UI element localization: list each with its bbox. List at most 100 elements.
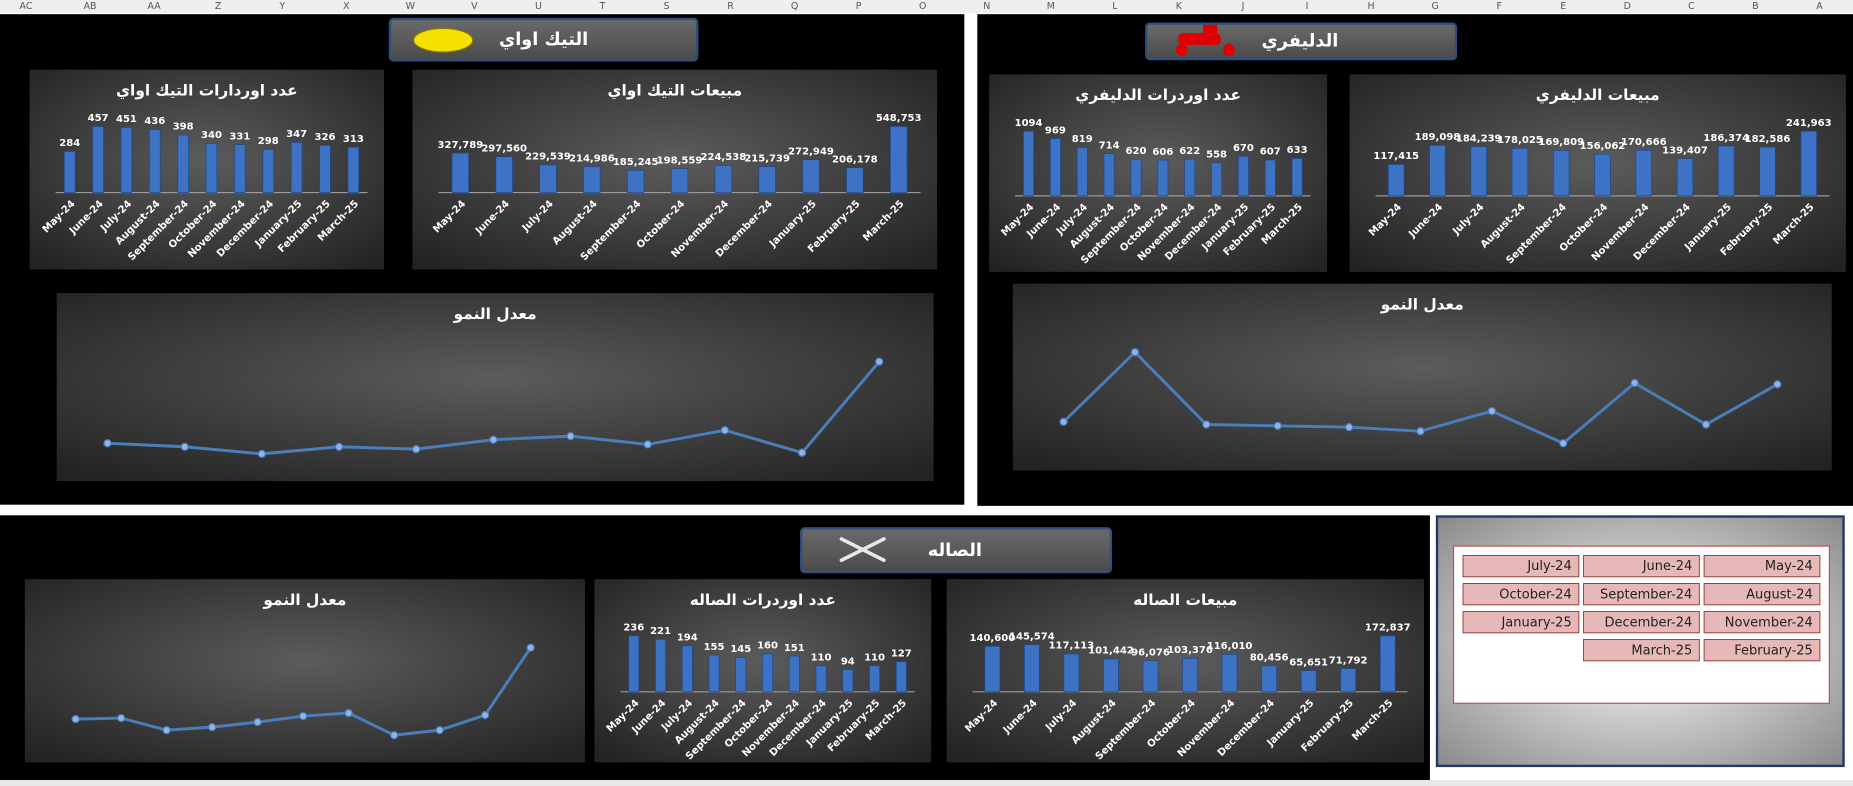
data-label: 670 — [1233, 143, 1254, 154]
bar — [889, 126, 908, 193]
data-label: 185,245 — [613, 157, 659, 168]
column-header: P — [856, 1, 862, 12]
data-label: 206,178 — [832, 154, 878, 165]
slicer-item[interactable] — [1462, 611, 1580, 634]
bar — [1076, 147, 1088, 197]
slicer-item-label: March-25 — [1631, 643, 1692, 658]
line-marker — [1344, 423, 1354, 432]
bar — [120, 126, 133, 193]
bar — [1261, 665, 1277, 693]
slicer-item-label: August-24 — [1746, 587, 1813, 602]
bar — [1264, 159, 1276, 197]
line-marker — [480, 710, 490, 720]
column-header: E — [1560, 1, 1566, 12]
data-label: 548,753 — [876, 113, 922, 124]
data-label: 398 — [173, 122, 194, 133]
data-label: 606 — [1152, 147, 1173, 158]
slicer-item[interactable] — [1583, 583, 1700, 606]
line-marker — [257, 449, 267, 459]
bar — [735, 657, 747, 693]
slicer-item[interactable] — [1583, 611, 1700, 634]
data-label: 297,560 — [481, 143, 527, 154]
bar — [788, 655, 800, 693]
slicer-item-label: July-24 — [1526, 559, 1571, 574]
sheet-bottom — [0, 780, 1853, 786]
data-label: 436 — [144, 116, 165, 127]
data-label: 327,789 — [437, 140, 483, 151]
line-marker — [1273, 421, 1282, 430]
line-marker — [1559, 439, 1568, 448]
data-label: 229,539 — [525, 152, 571, 163]
bar — [1063, 653, 1080, 693]
chart-area — [1012, 283, 1832, 471]
chart-title: معدل النمو — [1380, 295, 1464, 313]
column-header: V — [471, 1, 478, 12]
data-label: 155 — [704, 642, 725, 653]
slicer-item[interactable] — [1583, 555, 1700, 578]
line-marker — [797, 448, 807, 457]
bar — [758, 166, 776, 193]
slicer-item[interactable] — [1703, 583, 1821, 606]
line-marker — [103, 439, 112, 448]
column-header: X — [343, 1, 350, 12]
slicer-item[interactable] — [1462, 555, 1580, 578]
bar — [1237, 155, 1249, 197]
slicer-item[interactable] — [1462, 583, 1580, 606]
data-label: 94 — [841, 656, 855, 667]
bar — [1024, 644, 1040, 693]
slicer-item-label: September-24 — [1600, 587, 1692, 602]
bar — [347, 146, 360, 193]
bar — [984, 645, 1001, 693]
column-header: A — [1816, 1, 1823, 12]
data-label: 140,600 — [970, 633, 1016, 644]
data-label: 186,374 — [1703, 133, 1749, 144]
bar — [1049, 138, 1061, 197]
slicer-item-label: May-24 — [1765, 559, 1813, 574]
bar — [628, 635, 640, 693]
panel-title: التيك اواي — [499, 30, 588, 50]
bar — [1379, 635, 1396, 693]
chart-title: معدل النمو — [262, 591, 346, 609]
data-label: 236 — [623, 623, 644, 634]
line-marker — [875, 357, 884, 366]
panel-title-box — [388, 17, 699, 62]
bar — [708, 654, 720, 693]
data-label: 326 — [315, 132, 336, 143]
bar — [802, 159, 820, 193]
line-marker — [180, 442, 189, 451]
data-label: 65,651 — [1289, 657, 1328, 668]
bar — [714, 165, 733, 193]
bar — [842, 669, 854, 693]
data-label: 117,113 — [1049, 641, 1095, 652]
bar — [205, 143, 218, 193]
bar — [1103, 153, 1115, 197]
line-marker — [489, 435, 498, 444]
slicer-item[interactable] — [1703, 555, 1821, 578]
bar — [1340, 668, 1357, 693]
column-header: B — [1752, 1, 1758, 12]
bar — [1594, 153, 1611, 197]
column-header: H — [1368, 1, 1375, 12]
column-header: D — [1624, 1, 1631, 12]
data-label: 214,986 — [569, 153, 615, 164]
bar — [177, 134, 189, 193]
bar — [1182, 658, 1198, 693]
slicer-item[interactable] — [1583, 639, 1700, 662]
line-marker — [643, 440, 652, 449]
chart-title: عدد اوردرات الدليفري — [1075, 86, 1241, 105]
slicer-item-label: October-24 — [1499, 587, 1571, 602]
column-header: I — [1306, 1, 1309, 12]
slicer-item[interactable] — [1703, 639, 1821, 662]
line-marker — [412, 445, 421, 454]
column-header: W — [406, 1, 416, 12]
slicer-item[interactable] — [1703, 611, 1821, 634]
pizza-icon — [413, 27, 474, 53]
data-label: 110 — [811, 652, 832, 663]
bar — [1511, 147, 1529, 197]
bar — [63, 151, 76, 193]
bar — [1023, 130, 1035, 197]
scooter-icon — [1175, 24, 1235, 56]
chart-title: مبيعات الصاله — [1133, 591, 1237, 609]
data-label: 189,098 — [1415, 132, 1461, 143]
chart-title: مبيعات الدليفري — [1536, 86, 1660, 105]
